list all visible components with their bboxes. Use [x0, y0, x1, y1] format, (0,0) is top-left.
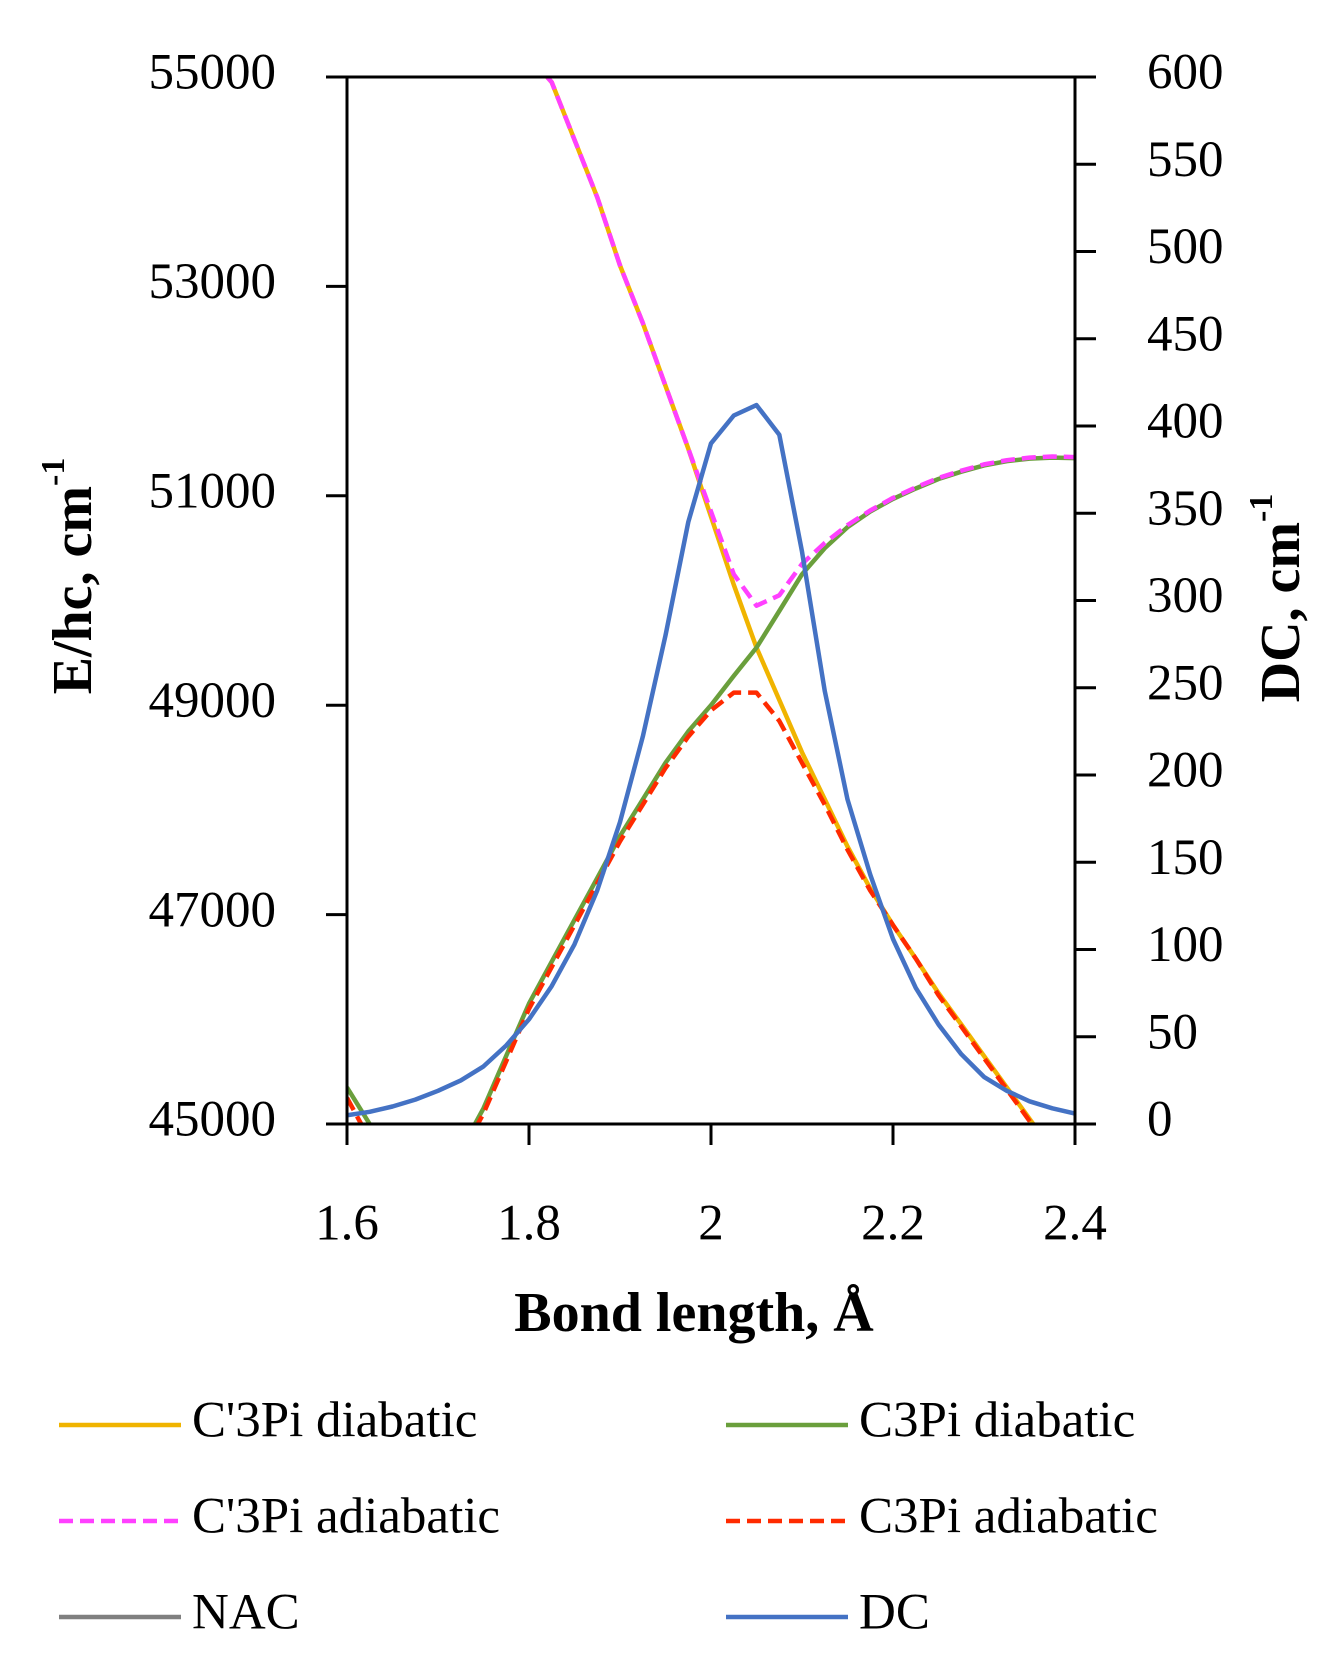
series-line — [347, 455, 1075, 1124]
plot-area — [347, 77, 1075, 1124]
legend-label: C'3Pi diabatic — [192, 1393, 477, 1449]
y-tick-label: 53000 — [149, 254, 277, 310]
plot-frame — [345, 75, 1077, 1126]
x-tick-label: 2.2 — [861, 1196, 925, 1252]
y2-tick-label: 550 — [1147, 132, 1224, 188]
y2-axis-label: DC, cm-1 — [1243, 494, 1312, 703]
y2-tick-label: 150 — [1147, 830, 1224, 886]
y-tick-label: 47000 — [149, 882, 277, 938]
y-tick-label: 45000 — [149, 1092, 277, 1148]
x-axis-label: Bond length, Å — [514, 1282, 874, 1344]
y2-axis-label-text: DC, cm — [1250, 522, 1312, 702]
x-tick-label: 2.4 — [1043, 1196, 1107, 1252]
legend-label: C3Pi diabatic — [859, 1393, 1135, 1449]
y2-tick-label: 350 — [1147, 481, 1224, 537]
y2-tick-label: 250 — [1147, 655, 1224, 711]
legend-label: DC — [859, 1585, 930, 1641]
y2-tick-label: 0 — [1147, 1092, 1173, 1148]
y-tick-label: 51000 — [149, 464, 277, 520]
y2-tick-label: 500 — [1147, 219, 1224, 275]
series-line — [544, 77, 1075, 608]
y2-tick-label: 400 — [1147, 394, 1224, 450]
legend-label: NAC — [192, 1585, 300, 1641]
series-line — [347, 402, 1075, 1118]
y2-tick-label: 450 — [1147, 306, 1224, 362]
y-tick-label: 55000 — [149, 45, 277, 101]
y-axis-label-sup: -1 — [35, 458, 72, 486]
y2-tick-label: 300 — [1147, 568, 1224, 624]
y2-axis-label-sup: -1 — [1243, 494, 1280, 522]
y-axis-label: E/hc, cm-1 — [35, 458, 104, 695]
y-axis-label-text: E/hc, cm — [42, 486, 104, 694]
legend-label: C'3Pi adiabatic — [192, 1489, 500, 1545]
y-tick-label: 49000 — [149, 673, 277, 729]
series-line — [544, 77, 1037, 1124]
legend-label: C3Pi adiabatic — [859, 1489, 1158, 1545]
x-tick-label: 1.8 — [497, 1196, 561, 1252]
y2-tick-label: 50 — [1147, 1004, 1198, 1060]
y2-tick-label: 200 — [1147, 743, 1224, 799]
y2-tick-label: 600 — [1147, 45, 1224, 101]
x-tick-label: 2 — [698, 1196, 724, 1252]
y2-tick-label: 100 — [1147, 917, 1224, 973]
x-tick-label: 1.6 — [315, 1196, 379, 1252]
series-line — [347, 690, 1035, 1124]
